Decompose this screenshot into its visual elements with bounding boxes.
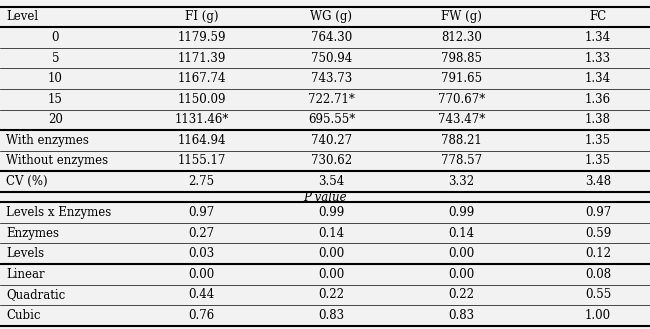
- Text: 722.71*: 722.71*: [308, 93, 355, 106]
- Text: Level: Level: [6, 11, 38, 23]
- Text: 0.97: 0.97: [585, 206, 611, 219]
- Text: 0.27: 0.27: [188, 227, 215, 240]
- Text: 2.75: 2.75: [188, 175, 215, 188]
- Text: 798.85: 798.85: [441, 52, 482, 64]
- Text: 0.44: 0.44: [188, 288, 215, 301]
- Text: 770.67*: 770.67*: [438, 93, 485, 106]
- Text: 0.59: 0.59: [585, 227, 611, 240]
- Text: 1.35: 1.35: [585, 155, 611, 167]
- Text: 0.00: 0.00: [318, 247, 344, 260]
- Text: FI (g): FI (g): [185, 11, 218, 23]
- Text: Enzymes: Enzymes: [6, 227, 60, 240]
- Text: Without enzymes: Without enzymes: [6, 155, 109, 167]
- Text: 778.57: 778.57: [441, 155, 482, 167]
- Text: Cubic: Cubic: [6, 309, 41, 322]
- Text: 743.47*: 743.47*: [438, 113, 485, 126]
- Text: FW (g): FW (g): [441, 11, 482, 23]
- Text: 0.97: 0.97: [188, 206, 215, 219]
- Text: 750.94: 750.94: [311, 52, 352, 64]
- Text: 1.36: 1.36: [585, 93, 611, 106]
- Text: 0.00: 0.00: [448, 268, 474, 281]
- Text: 740.27: 740.27: [311, 134, 352, 147]
- Text: Levels: Levels: [6, 247, 45, 260]
- Text: 0.22: 0.22: [448, 288, 474, 301]
- Text: 0.14: 0.14: [318, 227, 344, 240]
- Text: Levels x Enzymes: Levels x Enzymes: [6, 206, 112, 219]
- Text: 0.14: 0.14: [448, 227, 474, 240]
- Text: 3.32: 3.32: [448, 175, 474, 188]
- Text: With enzymes: With enzymes: [6, 134, 90, 147]
- Text: 1171.39: 1171.39: [177, 52, 226, 64]
- Text: 0.00: 0.00: [318, 268, 344, 281]
- Text: 0.99: 0.99: [318, 206, 344, 219]
- Text: 743.73: 743.73: [311, 72, 352, 85]
- Text: 15: 15: [48, 93, 62, 106]
- Text: 791.65: 791.65: [441, 72, 482, 85]
- Text: 20: 20: [48, 113, 62, 126]
- Text: 695.55*: 695.55*: [308, 113, 355, 126]
- Text: 0.22: 0.22: [318, 288, 344, 301]
- Text: 0.83: 0.83: [318, 309, 344, 322]
- Text: 1167.74: 1167.74: [177, 72, 226, 85]
- Text: 0.08: 0.08: [585, 268, 611, 281]
- Text: 788.21: 788.21: [441, 134, 482, 147]
- Text: 0: 0: [51, 31, 59, 44]
- Text: 1150.09: 1150.09: [177, 93, 226, 106]
- Text: 0.12: 0.12: [585, 247, 611, 260]
- Text: 3.48: 3.48: [585, 175, 611, 188]
- Text: 0.00: 0.00: [448, 247, 474, 260]
- Text: 0.83: 0.83: [448, 309, 474, 322]
- Text: 1155.17: 1155.17: [177, 155, 226, 167]
- Text: FC: FC: [590, 11, 606, 23]
- Text: WG (g): WG (g): [311, 11, 352, 23]
- Text: 0.00: 0.00: [188, 268, 215, 281]
- Text: 3.54: 3.54: [318, 175, 344, 188]
- Text: 730.62: 730.62: [311, 155, 352, 167]
- Text: 0.76: 0.76: [188, 309, 215, 322]
- Text: 0.55: 0.55: [585, 288, 611, 301]
- Text: 812.30: 812.30: [441, 31, 482, 44]
- Text: 1.33: 1.33: [585, 52, 611, 64]
- Text: 764.30: 764.30: [311, 31, 352, 44]
- Text: Quadratic: Quadratic: [6, 288, 66, 301]
- Text: 0.03: 0.03: [188, 247, 215, 260]
- Text: 0.99: 0.99: [448, 206, 474, 219]
- Text: P value: P value: [303, 190, 347, 204]
- Text: 1179.59: 1179.59: [177, 31, 226, 44]
- Text: 1.35: 1.35: [585, 134, 611, 147]
- Text: CV (%): CV (%): [6, 175, 48, 188]
- Text: 1.34: 1.34: [585, 31, 611, 44]
- Text: 1.34: 1.34: [585, 72, 611, 85]
- Text: 5: 5: [51, 52, 59, 64]
- Text: Linear: Linear: [6, 268, 45, 281]
- Text: 1.00: 1.00: [585, 309, 611, 322]
- Text: 10: 10: [48, 72, 62, 85]
- Text: 1131.46*: 1131.46*: [174, 113, 229, 126]
- Text: 1164.94: 1164.94: [177, 134, 226, 147]
- Text: 1.38: 1.38: [585, 113, 611, 126]
